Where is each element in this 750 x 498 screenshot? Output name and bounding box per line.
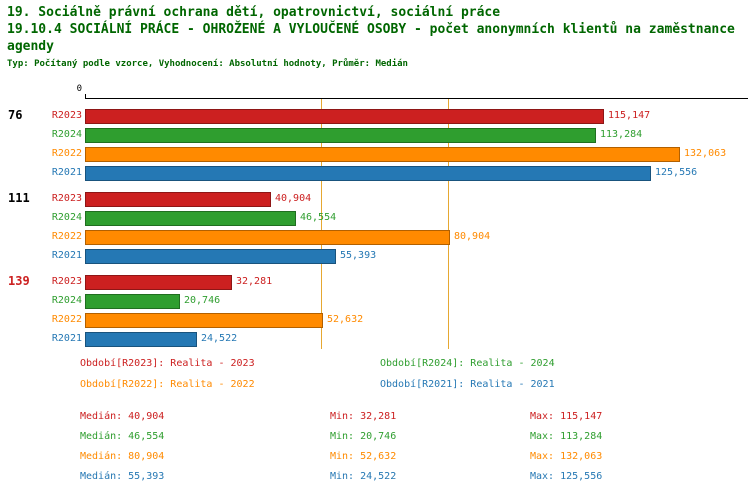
chart-title: 19.10.4 SOCIÁLNÍ PRÁCE - OHROŽENÉ A VYLO… bbox=[7, 22, 743, 54]
legend-item-r2024: Období[R2024]: Realita - 2024 bbox=[380, 358, 555, 369]
bar-value-label: 52,632 bbox=[327, 314, 364, 325]
bar-value-label: 24,522 bbox=[201, 333, 238, 344]
bar-value-label: 80,904 bbox=[454, 231, 491, 242]
series-label: R2023 bbox=[51, 110, 82, 121]
series-label: R2021 bbox=[51, 167, 82, 178]
bar-value-label: 125,556 bbox=[655, 167, 698, 178]
bar-r2023 bbox=[85, 192, 271, 207]
bar-r2024 bbox=[85, 211, 296, 226]
series-label: R2024 bbox=[51, 295, 82, 306]
bar-r2022 bbox=[85, 313, 323, 328]
median-reference-line bbox=[321, 99, 322, 349]
chart-stats: Medián: 40,904 Min: 32,281 Max: 115,147 Med… bbox=[0, 410, 750, 494]
stat-median-r2023: Medián: 40,904 bbox=[80, 411, 165, 422]
bar-r2021 bbox=[85, 249, 336, 264]
stat-max-r2024: Max: 113,284 bbox=[530, 431, 603, 442]
stat-max-r2021: Max: 125,556 bbox=[530, 471, 603, 482]
bar-r2021 bbox=[85, 166, 651, 181]
report-header: 19. Sociálně právní ochrana dětí, opatro… bbox=[7, 4, 742, 71]
bar-value-label: 20,746 bbox=[184, 295, 221, 306]
series-label: R2023 bbox=[51, 193, 82, 204]
report-section-title: 19. Sociálně právní ochrana dětí, opatro… bbox=[7, 5, 501, 20]
bar-r2023 bbox=[85, 275, 232, 290]
legend-item-r2022: Období[R2022]: Realita - 2022 bbox=[80, 379, 255, 390]
bar-r2021 bbox=[85, 332, 197, 347]
stat-min-r2023: Min: 32,281 bbox=[330, 411, 397, 422]
chart-subtitle: Typ: Počítaný podle vzorce, Vyhodnocení:… bbox=[7, 59, 408, 69]
bar-value-label: 113,284 bbox=[600, 129, 643, 140]
bar-value-label: 40,904 bbox=[275, 193, 312, 204]
series-label: R2024 bbox=[51, 129, 82, 140]
bar-value-label: 32,281 bbox=[236, 276, 273, 287]
series-label: R2022 bbox=[51, 314, 82, 325]
series-label: R2022 bbox=[51, 231, 82, 242]
stat-median-r2021: Medián: 55,393 bbox=[80, 471, 165, 482]
median-reference-line bbox=[448, 99, 449, 349]
series-label: R2021 bbox=[51, 333, 82, 344]
legend-item-r2021: Období[R2021]: Realita - 2021 bbox=[380, 379, 555, 390]
stat-min-r2022: Min: 52,632 bbox=[330, 451, 397, 462]
legend-item-r2023: Období[R2023]: Realita - 2023 bbox=[80, 358, 255, 369]
bar-r2024 bbox=[85, 294, 180, 309]
series-label: R2023 bbox=[51, 276, 82, 287]
bar-value-label: 46,554 bbox=[300, 212, 337, 223]
series-label: R2022 bbox=[51, 148, 82, 159]
bar-value-label: 55,393 bbox=[340, 250, 377, 261]
horizontal-bar-chart: 0 76 R2023 115,147 R2024 113,284 R2022 132,063… bbox=[0, 84, 750, 358]
stat-max-r2023: Max: 115,147 bbox=[530, 411, 603, 422]
bar-r2022 bbox=[85, 230, 450, 245]
stat-min-r2024: Min: 20,746 bbox=[330, 431, 397, 442]
x-axis-line bbox=[85, 98, 748, 99]
stat-median-r2022: Medián: 80,904 bbox=[80, 451, 165, 462]
stat-median-r2024: Medián: 46,554 bbox=[80, 431, 165, 442]
series-label: R2024 bbox=[51, 212, 82, 223]
bar-r2023 bbox=[85, 109, 604, 124]
stat-max-r2022: Max: 132,063 bbox=[530, 451, 603, 462]
bar-r2022 bbox=[85, 147, 680, 162]
bar-value-label: 132,063 bbox=[684, 148, 727, 159]
bar-r2024 bbox=[85, 128, 596, 143]
group-label: 139 bbox=[8, 274, 30, 288]
x-axis-zero-label: 0 bbox=[76, 84, 82, 94]
chart-legend: Období[R2023]: Realita - 2023 Období[R202… bbox=[0, 357, 750, 401]
group-label: 76 bbox=[8, 108, 23, 122]
group-label: 111 bbox=[8, 191, 30, 205]
bar-value-label: 115,147 bbox=[608, 110, 651, 121]
x-axis-zero-tick bbox=[85, 94, 86, 98]
series-label: R2021 bbox=[51, 250, 82, 261]
stat-min-r2021: Min: 24,522 bbox=[330, 471, 397, 482]
